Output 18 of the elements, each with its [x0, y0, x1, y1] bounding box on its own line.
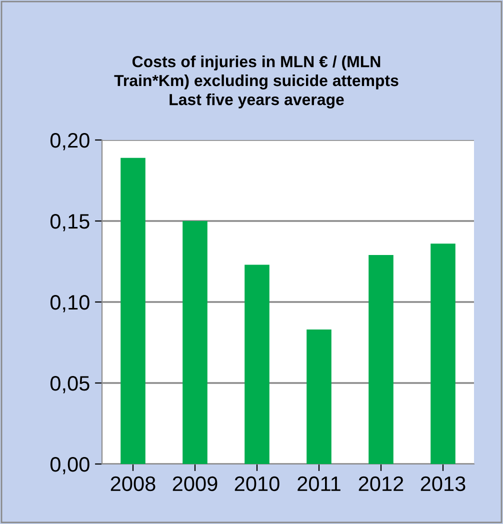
bar [182, 221, 208, 464]
x-tick-label: 2012 [358, 476, 404, 492]
x-tick-label: 2009 [172, 476, 218, 492]
x-tick-label: 2008 [110, 476, 156, 492]
bar [120, 158, 146, 464]
bar [430, 244, 456, 464]
bar [306, 330, 332, 464]
x-tick-label: 2013 [420, 476, 466, 492]
chart-title: Costs of injuries in MLN € / (MLN Train*Km) excluding suicide attempts Last five years average [114, 56, 398, 108]
x-tick-label: 2011 [298, 476, 340, 492]
bar [368, 255, 394, 464]
x-tick-label: 2010 [234, 476, 280, 492]
bar [244, 264, 270, 464]
y-tick-label: 0,00 [50, 457, 90, 474]
y-tick-label: 0,20 [50, 133, 90, 150]
y-tick-label: 0,05 [50, 376, 90, 394]
y-tick-label: 0,15 [50, 214, 90, 232]
y-tick-label: 0,10 [50, 295, 90, 312]
